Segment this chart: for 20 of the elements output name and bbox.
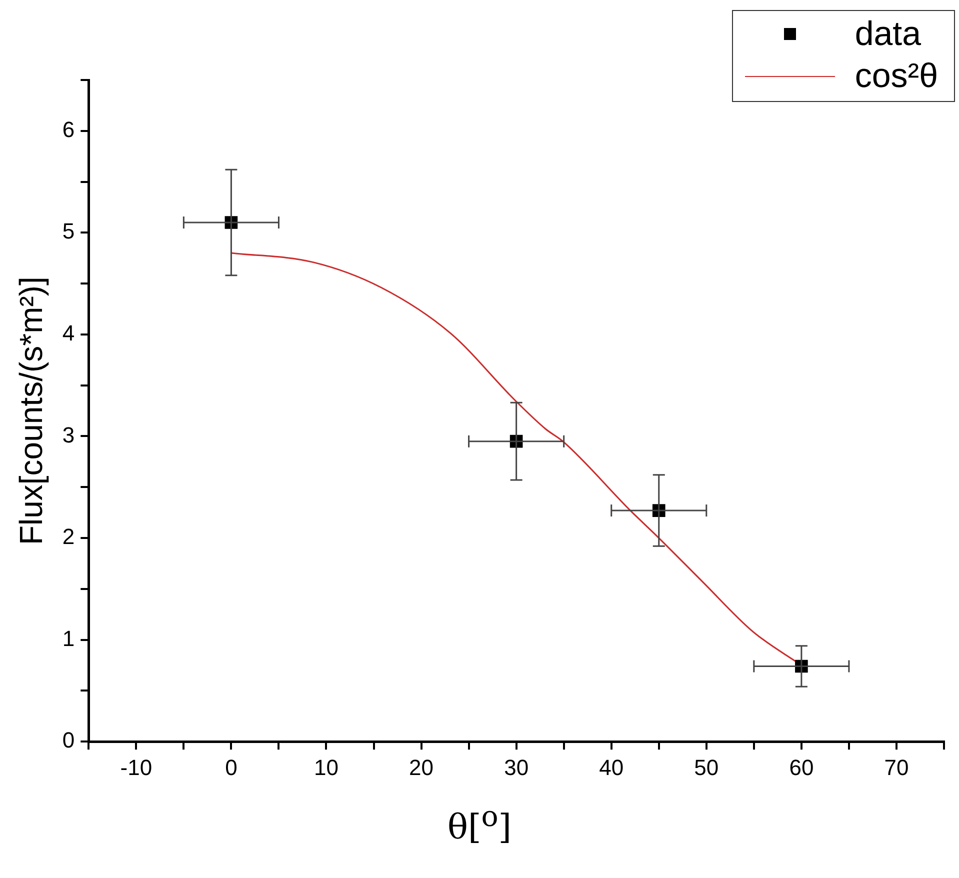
x-tick-label: 50: [694, 754, 719, 780]
x-tick-label: 30: [504, 754, 529, 780]
legend-label: cos²θ: [854, 56, 938, 96]
y-tick-label: 6: [62, 116, 75, 142]
legend-label: data: [854, 14, 922, 54]
x-tick-label: 20: [409, 754, 434, 780]
x-tick-label: 0: [225, 754, 238, 780]
x-tick-label: 60: [789, 754, 814, 780]
y-axis-title: Flux[counts/(s*m²)]: [13, 276, 50, 546]
y-tick-label: 4: [62, 320, 75, 346]
y-tick-label: 2: [62, 524, 75, 550]
y-tick-label: 3: [62, 422, 75, 448]
x-tick-label: 10: [314, 754, 338, 780]
y-tick-label: 5: [62, 218, 75, 244]
x-tick-label: -10: [120, 754, 152, 780]
x-tick-label: 70: [884, 754, 909, 780]
x-axis-title: θ[$^{o}$]: [446, 800, 513, 848]
y-tick-label: 1: [62, 626, 75, 651]
y-tick-label: 0: [62, 728, 75, 753]
x-tick-label: 40: [599, 754, 624, 780]
